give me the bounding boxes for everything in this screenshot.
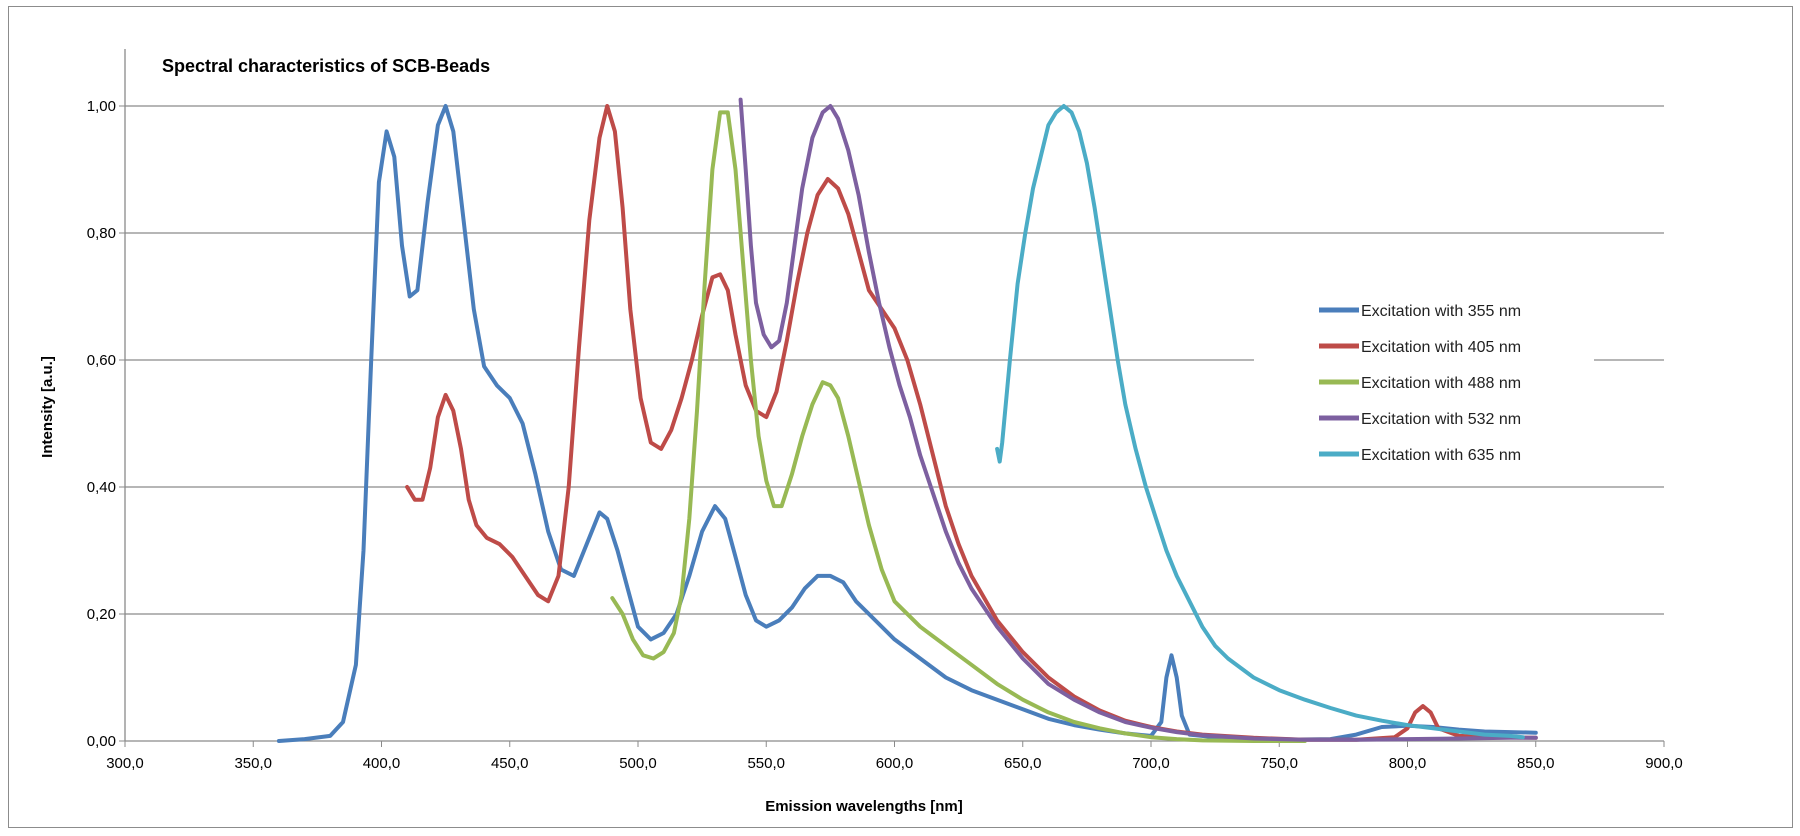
x-tick-label: 700,0 xyxy=(1132,755,1170,772)
legend-box xyxy=(1254,267,1594,459)
x-tick-label: 400,0 xyxy=(363,755,401,772)
chart-title: Spectral characteristics of SCB-Beads xyxy=(162,56,490,76)
x-tick-label: 750,0 xyxy=(1260,755,1298,772)
y-tick-label: 0,60 xyxy=(87,352,116,369)
x-tick-label: 800,0 xyxy=(1389,755,1427,772)
y-tick-label: 1,00 xyxy=(87,98,116,115)
x-tick-label: 450,0 xyxy=(491,755,529,772)
legend-label-1: Excitation with 355 nm xyxy=(1361,303,1521,320)
series-group xyxy=(276,97,1538,743)
y-axis-label: Intensity [a.u.] xyxy=(39,356,56,458)
x-tick-label: 600,0 xyxy=(876,755,914,772)
x-axis-label: Emission wavelengths [nm] xyxy=(765,798,963,815)
x-tick-label: 500,0 xyxy=(619,755,657,772)
x-tick-label: 550,0 xyxy=(747,755,785,772)
series-line-1 xyxy=(276,104,1538,743)
series-line-4 xyxy=(738,97,1538,742)
y-tick-label: 0,20 xyxy=(87,606,116,623)
legend-label-3: Excitation with 488 nm xyxy=(1361,375,1521,392)
chart-svg: Spectral characteristics of SCB-Beads In… xyxy=(39,49,1683,815)
y-tick-label: 0,00 xyxy=(87,733,116,750)
x-tick-label: 300,0 xyxy=(106,755,144,772)
chart-frame: Spectral characteristics of SCB-Beads In… xyxy=(8,6,1793,828)
legend-label-2: Excitation with 405 nm xyxy=(1361,339,1521,356)
legend-label-5: Excitation with 635 nm xyxy=(1361,447,1521,464)
x-tick-label: 650,0 xyxy=(1004,755,1042,772)
y-tick-label: 0,80 xyxy=(87,225,116,242)
x-tick-label: 900,0 xyxy=(1645,755,1683,772)
x-tick-label: 350,0 xyxy=(234,755,272,772)
series-line-5 xyxy=(995,104,1525,740)
y-tick-label: 0,40 xyxy=(87,479,116,496)
x-tick-label: 850,0 xyxy=(1517,755,1555,772)
legend: Excitation with 355 nm Excitation with 40… xyxy=(1254,267,1594,464)
legend-label-4: Excitation with 532 nm xyxy=(1361,411,1521,428)
series-line-3 xyxy=(610,110,1307,743)
